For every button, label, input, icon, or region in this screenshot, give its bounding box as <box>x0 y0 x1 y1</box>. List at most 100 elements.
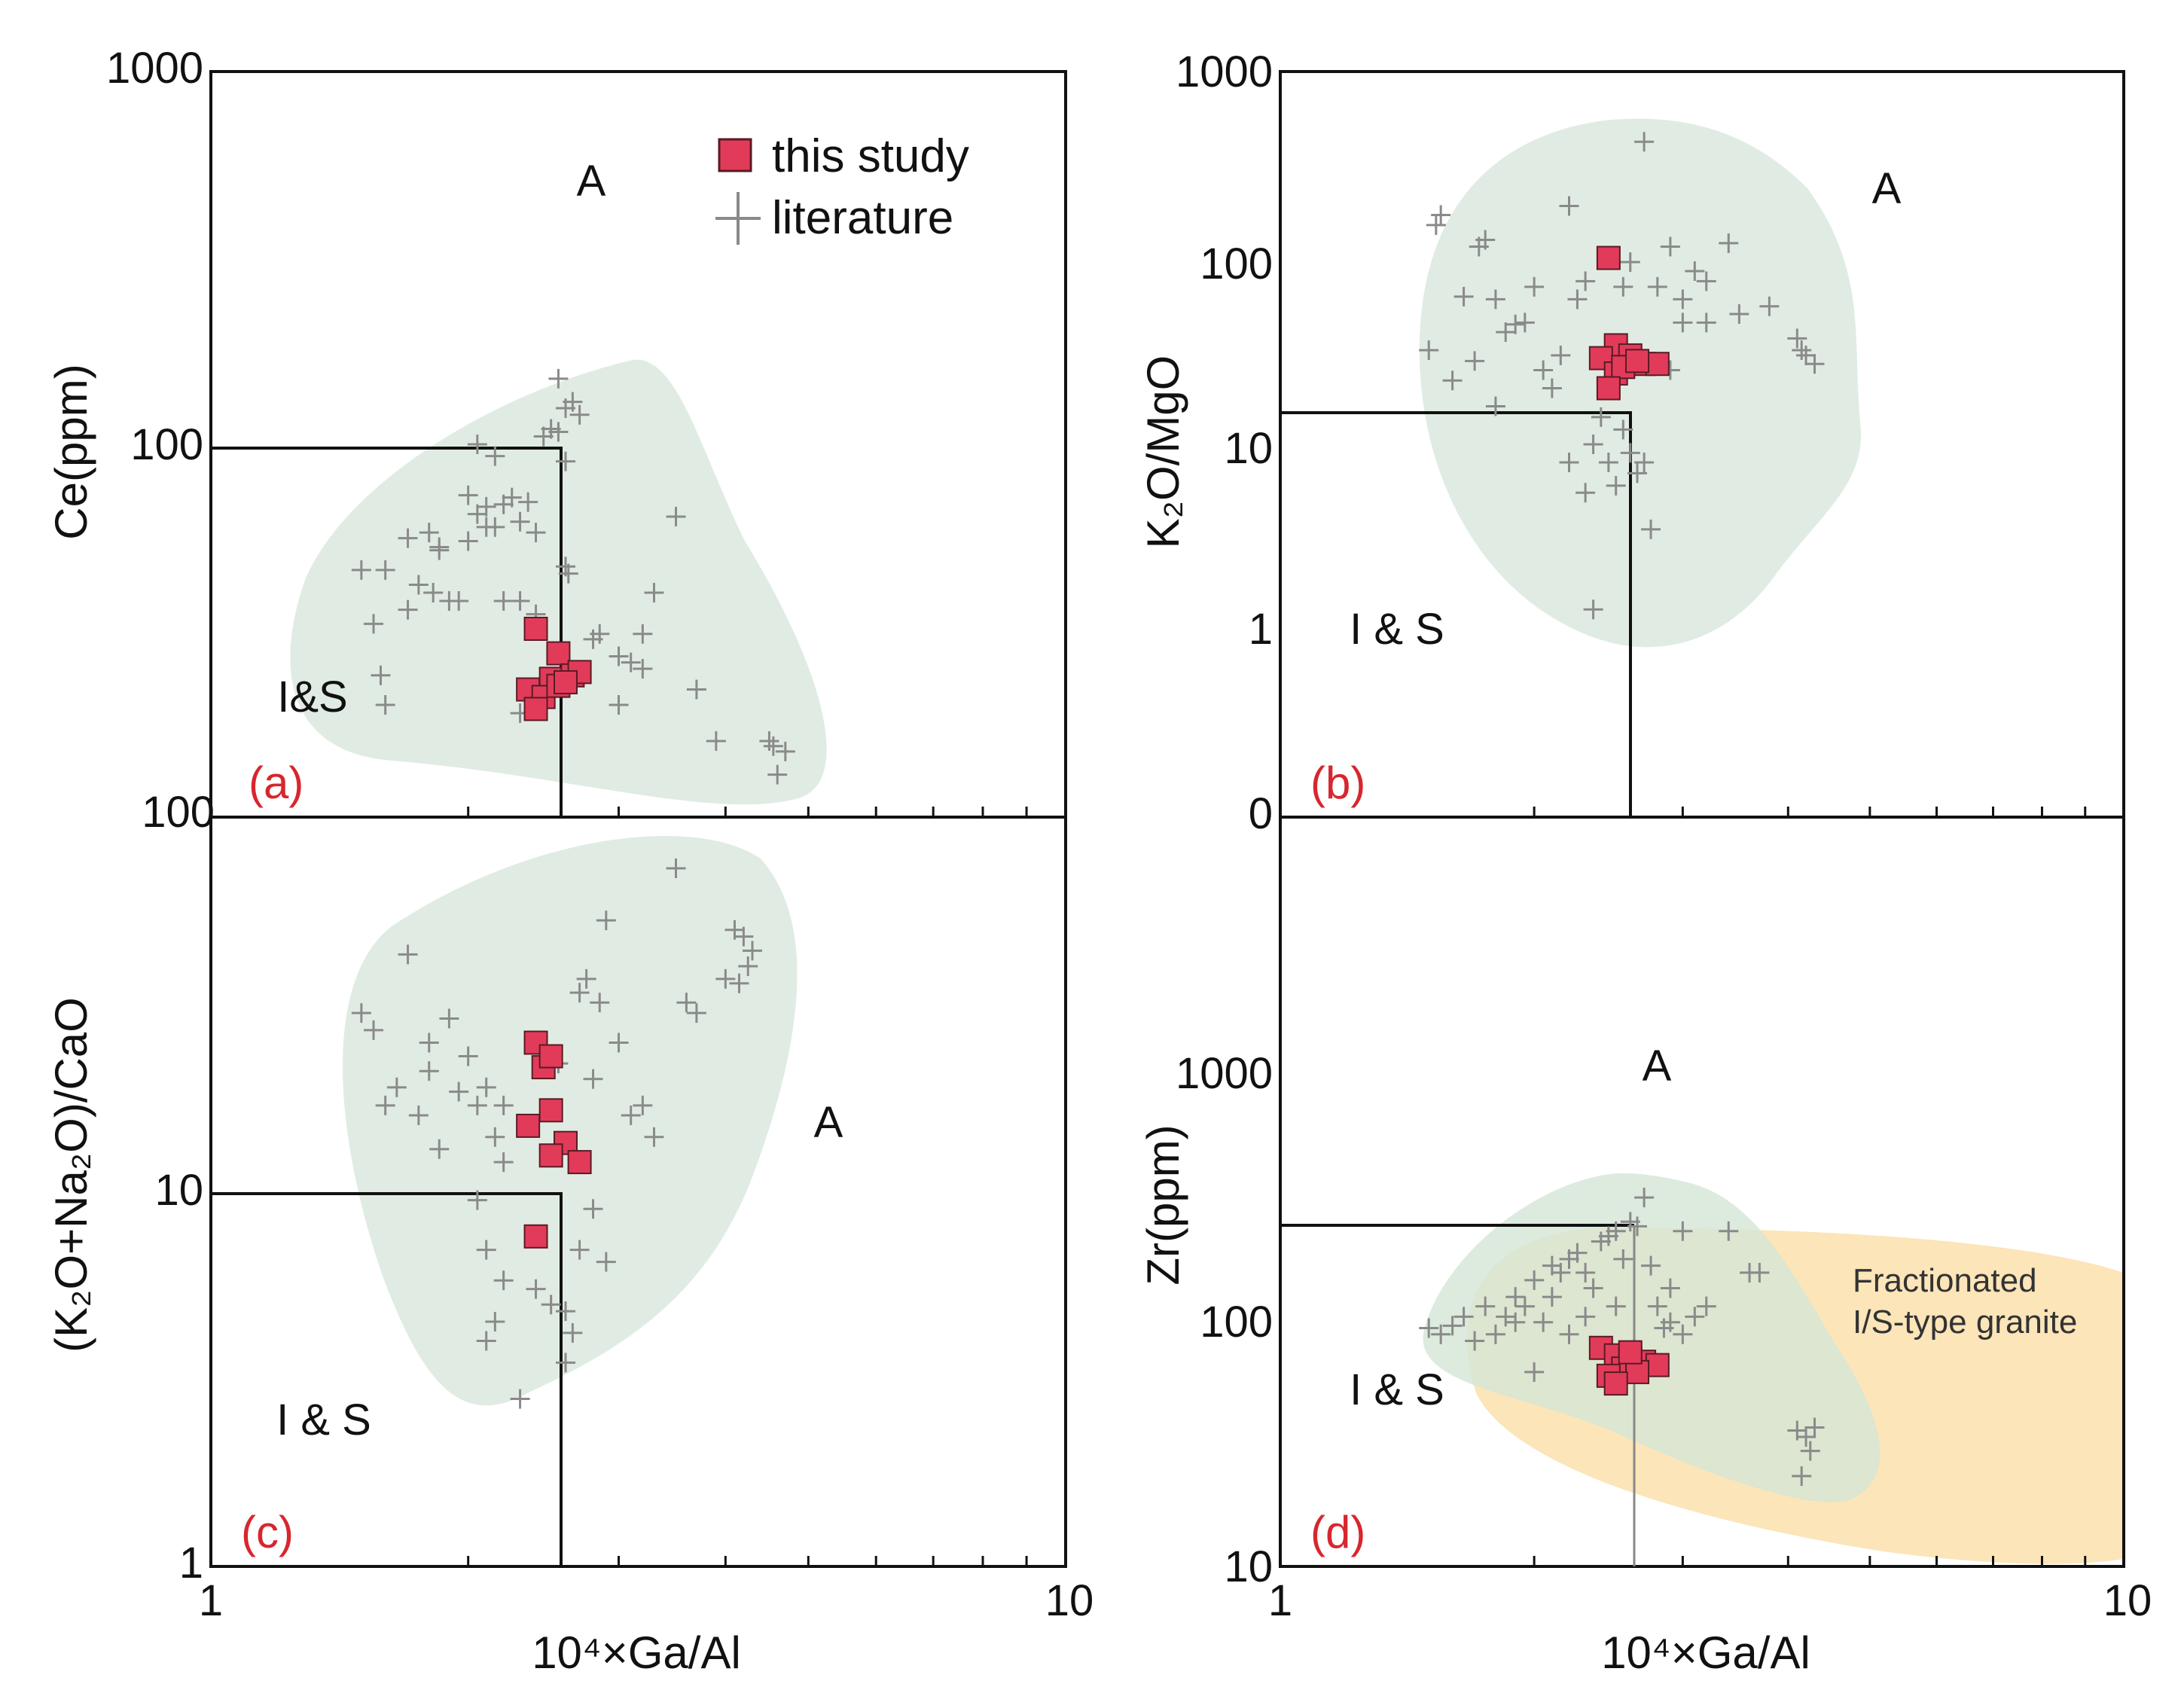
this-study-points <box>516 246 1670 1396</box>
panel-b-literature-point <box>1533 360 1554 380</box>
panel-c-literature-point <box>467 1190 487 1210</box>
panel-b-literature-point <box>1673 289 1693 310</box>
panel-d-literature-point <box>1634 1188 1655 1208</box>
panel-b-literature-point <box>1419 340 1439 360</box>
panel-b-literature-point <box>1673 313 1693 333</box>
panel-c-literature-point <box>449 1081 469 1102</box>
panel-c-this-study-point <box>538 1098 563 1123</box>
panel-c-literature-point <box>541 1295 561 1315</box>
panel-b-region-IS: I & S <box>1350 605 1444 654</box>
panel-b-literature-point <box>1660 236 1680 257</box>
panel-d-literature-point <box>1673 1221 1693 1241</box>
panel-b-literature-point <box>1583 435 1603 454</box>
panel-b-literature-point <box>1796 345 1816 365</box>
panel-d-literature-point <box>1660 1312 1680 1332</box>
panel-c-this-study-point <box>516 1113 541 1138</box>
legend-this-study-label: this study <box>772 130 969 182</box>
panel-d-literature-point <box>1533 1312 1554 1332</box>
panel-b-literature-point <box>1485 289 1505 310</box>
panel-d-literature-point <box>1800 1441 1820 1461</box>
panel-a-literature-point <box>609 694 629 715</box>
panel-d-literature-point <box>1719 1221 1739 1241</box>
panel-b-literature-point <box>1465 351 1485 371</box>
panel-a-literature-point <box>351 560 371 580</box>
panel-b-ytick-1000: 1000 <box>1176 47 1273 96</box>
panel-d-literature-point <box>1749 1262 1770 1283</box>
panel-a-literature-point <box>408 575 429 595</box>
panel-a-literature-point <box>510 511 530 532</box>
panel-c-region-IS: I & S <box>276 1395 371 1444</box>
panel-c-literature-point <box>734 926 754 947</box>
panel-a-bottom-label: 100 <box>142 788 215 837</box>
panel-b-literature-point <box>1426 215 1446 235</box>
panel-d-ytick-1000: 1000 <box>1176 1049 1273 1098</box>
panel-c-frame <box>209 816 1067 1568</box>
panel-d-this-study-point <box>1645 1353 1670 1377</box>
panel-d-xtick-1: 1 <box>1268 1576 1292 1625</box>
panel-a-literature-point <box>569 404 590 425</box>
panel-b-literature-point <box>1613 419 1633 440</box>
panel-a-literature-point <box>633 659 653 679</box>
panel-b-literature-point <box>1559 196 1579 216</box>
panel-a-literature-point <box>458 485 478 505</box>
panel-a-literature-point <box>502 487 522 508</box>
panel-a-this-study-point <box>523 697 548 721</box>
panel-b-ytick-1: 1 <box>1249 605 1273 654</box>
panel-d-this-study-point <box>1603 1371 1628 1396</box>
panel-c-literature-point <box>476 1077 496 1097</box>
panel-d-literature-point <box>1465 1331 1485 1351</box>
panel-b-literature-point <box>1583 599 1603 620</box>
panel-c-literature-point <box>596 1252 616 1272</box>
tick-labels: 1000 100 100 1000 100 10 1 0 10 1 1 10 1… <box>106 44 2152 1625</box>
panel-a-literature-point <box>563 392 583 412</box>
panel-b-literature-point <box>1696 271 1716 291</box>
panel-b-literature-point <box>1620 443 1640 463</box>
panel-d-literature-point <box>1551 1262 1571 1283</box>
panel-d-literature-point <box>1453 1307 1474 1327</box>
panel-c-ylabel: (K₂O+Na₂O)/CaO <box>46 997 96 1353</box>
panel-d-this-study-point <box>1618 1340 1643 1365</box>
panel-a-ytick-1000: 1000 <box>106 44 203 93</box>
panel-d-literature-point <box>1583 1278 1603 1298</box>
panel-c-literature-point <box>633 1095 653 1115</box>
panel-c-literature-point <box>666 858 686 878</box>
panel-b-literature-point <box>1575 483 1596 503</box>
panel-d-ytick-100: 100 <box>1200 1298 1273 1347</box>
panel-a-literature-point <box>419 523 439 543</box>
panel-a-literature-point <box>510 591 530 612</box>
panel-c-literature-point <box>493 1270 514 1291</box>
panel-a-literature-point <box>763 736 783 756</box>
panel-b-literature-point <box>1647 276 1667 297</box>
panel-b-literature-point <box>1620 252 1640 273</box>
panel-b-ytick-10: 10 <box>1224 424 1273 473</box>
panel-d-literature-point <box>1606 1221 1626 1241</box>
panel-d-literature-point <box>1442 1316 1463 1336</box>
panel-c-literature-point <box>583 1069 603 1089</box>
panel-c-literature-point <box>676 993 697 1013</box>
panel-a-literature-point <box>609 646 629 666</box>
panel-b-literature-point <box>1485 396 1505 416</box>
panel-c-literature-point <box>476 1240 496 1260</box>
panel-d-literature-point <box>1524 1270 1545 1290</box>
panel-c-literature-point <box>621 1105 641 1125</box>
panel-c-green-field <box>343 836 798 1406</box>
panel-d-literature-point <box>1696 1296 1716 1316</box>
panel-d-literature-point <box>1505 1312 1526 1332</box>
panel-d-literature-point <box>1485 1324 1505 1344</box>
panel-d-label: (d) <box>1310 1507 1365 1557</box>
panel-d-frame <box>1279 816 2125 1568</box>
panel-a-green-field <box>290 359 827 805</box>
panel-b-discriminant <box>1280 411 1632 817</box>
panel-c-this-study-point <box>567 1150 592 1175</box>
panel-d-literature-point <box>1575 1307 1596 1327</box>
panel-b-literature-point <box>1559 452 1579 472</box>
panel-b-literature-point <box>1641 519 1661 539</box>
panel-c-literature-point <box>686 1003 706 1023</box>
panel-b-region-A: A <box>1872 164 1902 213</box>
panel-c-literature-point <box>493 1152 514 1173</box>
panel-d-literature-point <box>1542 1287 1562 1307</box>
panel-c-xtick-10: 10 <box>1045 1576 1094 1625</box>
panel-b-this-study-point <box>1645 352 1670 377</box>
panel-c-literature-point <box>644 1127 664 1147</box>
panel-b-literature-point <box>1685 261 1705 281</box>
